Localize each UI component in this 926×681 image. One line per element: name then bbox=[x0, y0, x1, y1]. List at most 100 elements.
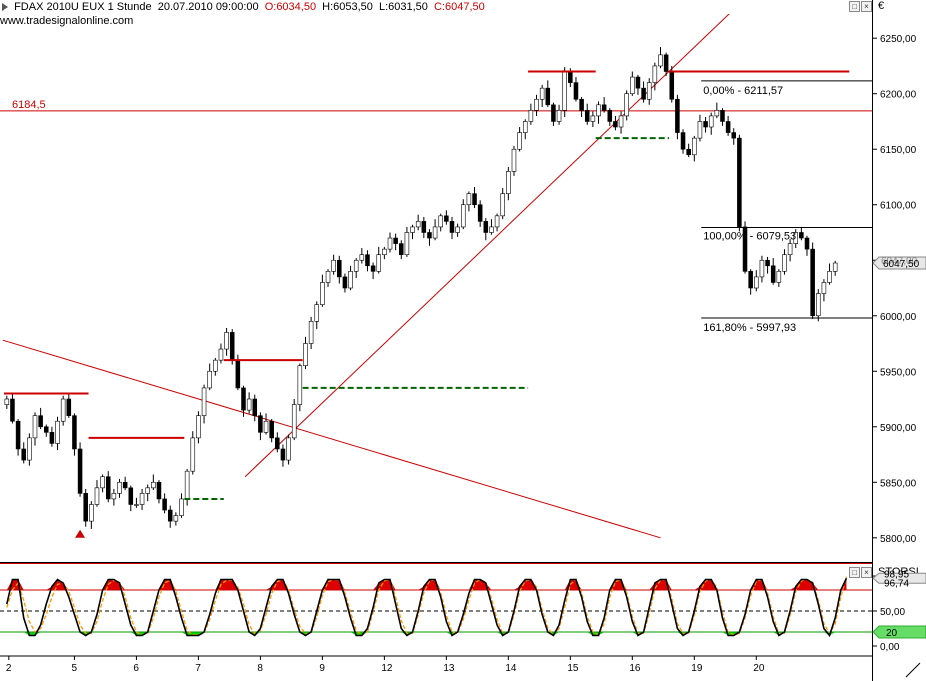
candle-body bbox=[500, 193, 505, 217]
candle-body bbox=[229, 332, 235, 361]
close-label: C:6047,50 bbox=[433, 1, 485, 13]
candle-body bbox=[387, 237, 393, 250]
close-button[interactable]: × bbox=[861, 1, 872, 12]
level-tag bbox=[872, 625, 926, 639]
panel-separator-red bbox=[0, 563, 872, 564]
candle-body bbox=[72, 415, 77, 450]
candle-body bbox=[821, 282, 827, 294]
candle-body bbox=[291, 404, 297, 439]
candle-body bbox=[173, 515, 179, 522]
candle-body bbox=[66, 398, 72, 416]
candle-body bbox=[522, 121, 528, 133]
candle-body bbox=[556, 110, 562, 122]
candle-body bbox=[697, 121, 703, 139]
signal-line bbox=[6, 576, 848, 636]
candle-body bbox=[4, 398, 10, 405]
maximize-button[interactable]: □ bbox=[849, 1, 860, 12]
candle-body bbox=[517, 132, 522, 150]
candle-body bbox=[49, 432, 55, 444]
candle-body bbox=[787, 243, 793, 255]
candle-body bbox=[269, 420, 274, 439]
candle-body bbox=[241, 387, 246, 411]
candle-body bbox=[342, 276, 348, 289]
candle-body bbox=[179, 498, 184, 516]
candle-body bbox=[145, 487, 150, 494]
candle-body bbox=[692, 137, 697, 156]
fib-label: 161,80% - 5997,93 bbox=[703, 322, 796, 334]
resize-handle-icon bbox=[905, 662, 921, 678]
x-tick-label: 14 bbox=[505, 663, 517, 674]
candle-body bbox=[635, 76, 641, 89]
indicator-close-button[interactable]: × bbox=[861, 567, 872, 578]
candle-body bbox=[568, 71, 573, 83]
candle-body bbox=[613, 121, 618, 128]
candle-body bbox=[421, 221, 427, 233]
candle-body bbox=[382, 248, 387, 255]
candle-body bbox=[370, 265, 376, 272]
candle-body bbox=[134, 504, 139, 506]
y-tick-label: 5950,00 bbox=[880, 367, 917, 378]
candle-body bbox=[117, 481, 122, 494]
candle-body bbox=[32, 415, 38, 439]
candle-body bbox=[483, 221, 489, 233]
candle-body bbox=[325, 271, 331, 283]
indicator-y-tick-label: 50,00 bbox=[880, 607, 905, 618]
candle-body bbox=[89, 504, 94, 522]
candle-body bbox=[258, 415, 263, 433]
candle-body bbox=[376, 254, 382, 272]
candle-body bbox=[630, 76, 635, 95]
indicator-value-tag bbox=[872, 572, 926, 584]
candle-body bbox=[337, 259, 342, 278]
candle-body bbox=[624, 93, 629, 117]
candle-body bbox=[511, 148, 517, 172]
chart-menu-icon[interactable] bbox=[2, 3, 8, 12]
candle-body bbox=[410, 226, 415, 233]
candle-body bbox=[675, 98, 680, 133]
price-plot bbox=[0, 14, 872, 539]
signal-triangle-icon bbox=[75, 529, 86, 538]
candle-body bbox=[314, 304, 320, 322]
x-tick-label: 9 bbox=[319, 663, 325, 674]
candle-body bbox=[776, 271, 782, 283]
fib-label: 100,00% - 6079,53 bbox=[703, 230, 796, 242]
y-tick-label: 5900,00 bbox=[880, 423, 917, 434]
candle-body bbox=[105, 476, 111, 500]
candle-body bbox=[506, 171, 511, 194]
candle-body bbox=[432, 226, 438, 239]
candle-body bbox=[359, 254, 365, 261]
candle-body bbox=[43, 426, 49, 433]
symbol-label: FDAX 2010U EUX 1 Stunde bbox=[14, 1, 152, 13]
indicator-maximize-button[interactable]: □ bbox=[849, 567, 860, 578]
candle-body bbox=[10, 398, 15, 422]
candle-body bbox=[151, 481, 156, 489]
x-tick-label: 16 bbox=[629, 663, 641, 674]
candle-body bbox=[703, 121, 708, 128]
candle-body bbox=[494, 215, 500, 228]
candle-body bbox=[196, 415, 201, 439]
candle-body bbox=[742, 226, 748, 272]
candle-body bbox=[55, 420, 60, 444]
candle-body bbox=[162, 498, 167, 511]
candle-body bbox=[399, 243, 404, 255]
candle-body bbox=[528, 110, 534, 122]
candle-body bbox=[646, 82, 652, 100]
candle-body bbox=[128, 487, 134, 505]
candle-body bbox=[489, 226, 494, 233]
indicator-y-tick-label: 0,00 bbox=[880, 642, 900, 653]
candle-body bbox=[297, 365, 303, 405]
candle-body bbox=[320, 282, 325, 305]
candle-body bbox=[139, 493, 145, 505]
candle-body bbox=[190, 437, 196, 472]
x-tick-label: 2 bbox=[6, 663, 12, 674]
candle-body bbox=[759, 259, 765, 278]
candle-body bbox=[573, 82, 579, 100]
candle-body bbox=[652, 65, 658, 83]
current-price-overlap-label: 6047,00 bbox=[881, 256, 918, 267]
candle-body bbox=[404, 232, 410, 255]
candle-body bbox=[235, 359, 241, 389]
candle-body bbox=[308, 321, 314, 344]
candle-body bbox=[449, 221, 455, 233]
candle-body bbox=[579, 98, 584, 111]
